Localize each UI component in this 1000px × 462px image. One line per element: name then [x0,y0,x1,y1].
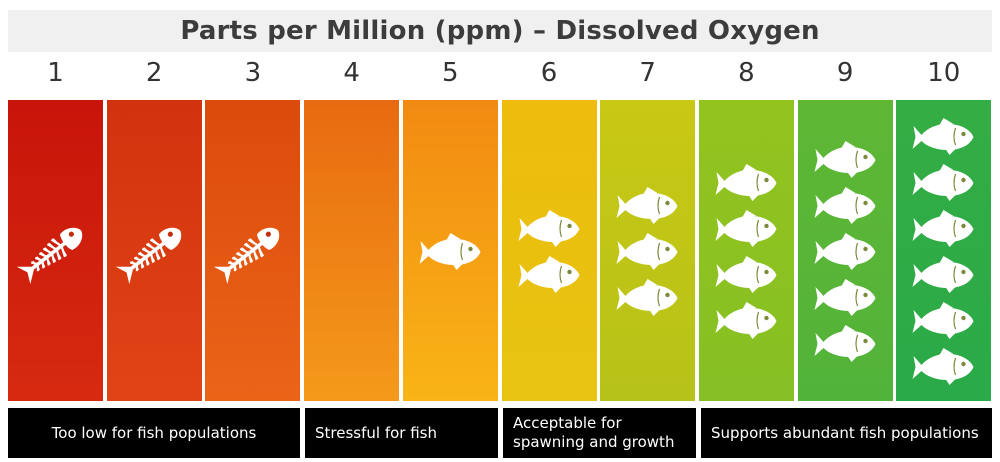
ppm-number-4: 4 [343,58,360,88]
ppm-column-5 [402,100,498,401]
fish-icon [715,256,777,293]
ppm-number-10: 10 [927,58,961,88]
ppm-number-8: 8 [738,58,755,88]
fish-icon [912,210,974,247]
fish-icon [419,233,481,270]
fish-icon [715,164,777,201]
fish-icon [616,233,678,270]
fish-skeleton-icon [115,227,181,285]
fish-icon [912,302,974,339]
ppm-column-2 [106,100,202,401]
ppm-number-1: 1 [47,58,64,88]
fish-icon [814,279,876,316]
ppm-column-3 [205,100,301,401]
ppm-column-4 [304,100,400,401]
fish-icon [912,118,974,155]
ppm-number-3: 3 [244,58,262,88]
fish-icon [814,325,876,362]
category-label-row: Too low for fish populations Stressful f… [8,408,992,458]
fish-icon [912,256,974,293]
ppm-column-area [8,100,992,401]
fish-icon [518,256,579,293]
fish-icon [518,210,579,247]
chart-title: Parts per Million (ppm) – Dissolved Oxyg… [180,16,820,46]
ppm-column-10 [896,100,992,401]
ppm-number-6: 6 [540,58,558,88]
ppm-number-row: 1 2 3 4 5 6 7 8 9 10 [8,58,992,96]
ppm-column-6 [501,100,597,401]
fish-icon [912,164,974,201]
fish-icon [616,187,678,224]
fish-skeleton-icon [214,227,280,285]
ppm-column-9 [797,100,893,401]
category-label-abundant: Supports abundant fish populations [701,408,992,458]
fish-icon [814,233,876,270]
category-label-acceptable: Acceptable for spawning and growth [503,408,696,458]
fish-icon [715,302,777,339]
ppm-number-5: 5 [442,58,459,88]
ppm-number-2: 2 [145,58,163,88]
fish-icon [616,279,678,316]
ppm-column-7 [600,100,696,401]
ppm-column-8 [698,100,794,401]
fish-icon [715,210,777,247]
ppm-number-7: 7 [639,58,656,88]
fish-icon [814,187,876,224]
ppm-column-1 [8,100,103,401]
ppm-number-9: 9 [836,58,854,88]
fish-skeleton-icon [16,227,83,285]
title-bar: Parts per Million (ppm) – Dissolved Oxyg… [8,10,992,52]
category-label-too-low: Too low for fish populations [8,408,300,458]
fish-icon [912,348,974,385]
fish-icon [814,141,876,178]
category-label-stressful: Stressful for fish [305,408,498,458]
